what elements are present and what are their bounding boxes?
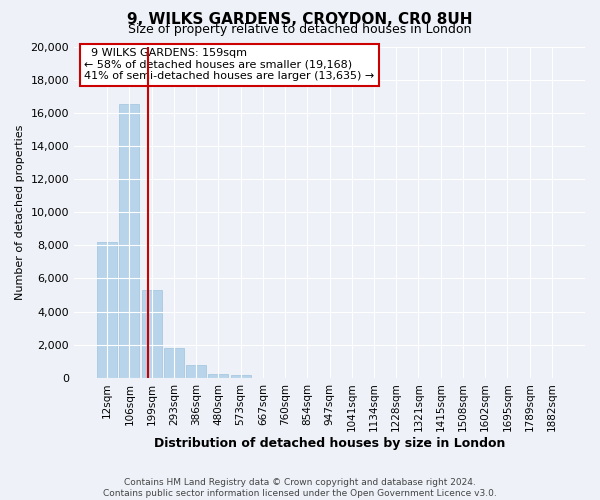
Text: Size of property relative to detached houses in London: Size of property relative to detached ho… bbox=[128, 22, 472, 36]
Bar bbox=[230, 374, 251, 378]
Text: 9 WILKS GARDENS: 159sqm
← 58% of detached houses are smaller (19,168)
41% of sem: 9 WILKS GARDENS: 159sqm ← 58% of detache… bbox=[84, 48, 374, 82]
Text: 9, WILKS GARDENS, CROYDON, CR0 8UH: 9, WILKS GARDENS, CROYDON, CR0 8UH bbox=[127, 12, 473, 28]
Bar bbox=[97, 242, 117, 378]
Text: Contains HM Land Registry data © Crown copyright and database right 2024.
Contai: Contains HM Land Registry data © Crown c… bbox=[103, 478, 497, 498]
Bar bbox=[186, 366, 206, 378]
Y-axis label: Number of detached properties: Number of detached properties bbox=[15, 124, 25, 300]
Bar bbox=[119, 104, 139, 378]
Bar bbox=[142, 290, 162, 378]
Bar bbox=[208, 374, 229, 378]
X-axis label: Distribution of detached houses by size in London: Distribution of detached houses by size … bbox=[154, 437, 505, 450]
Bar bbox=[164, 348, 184, 378]
